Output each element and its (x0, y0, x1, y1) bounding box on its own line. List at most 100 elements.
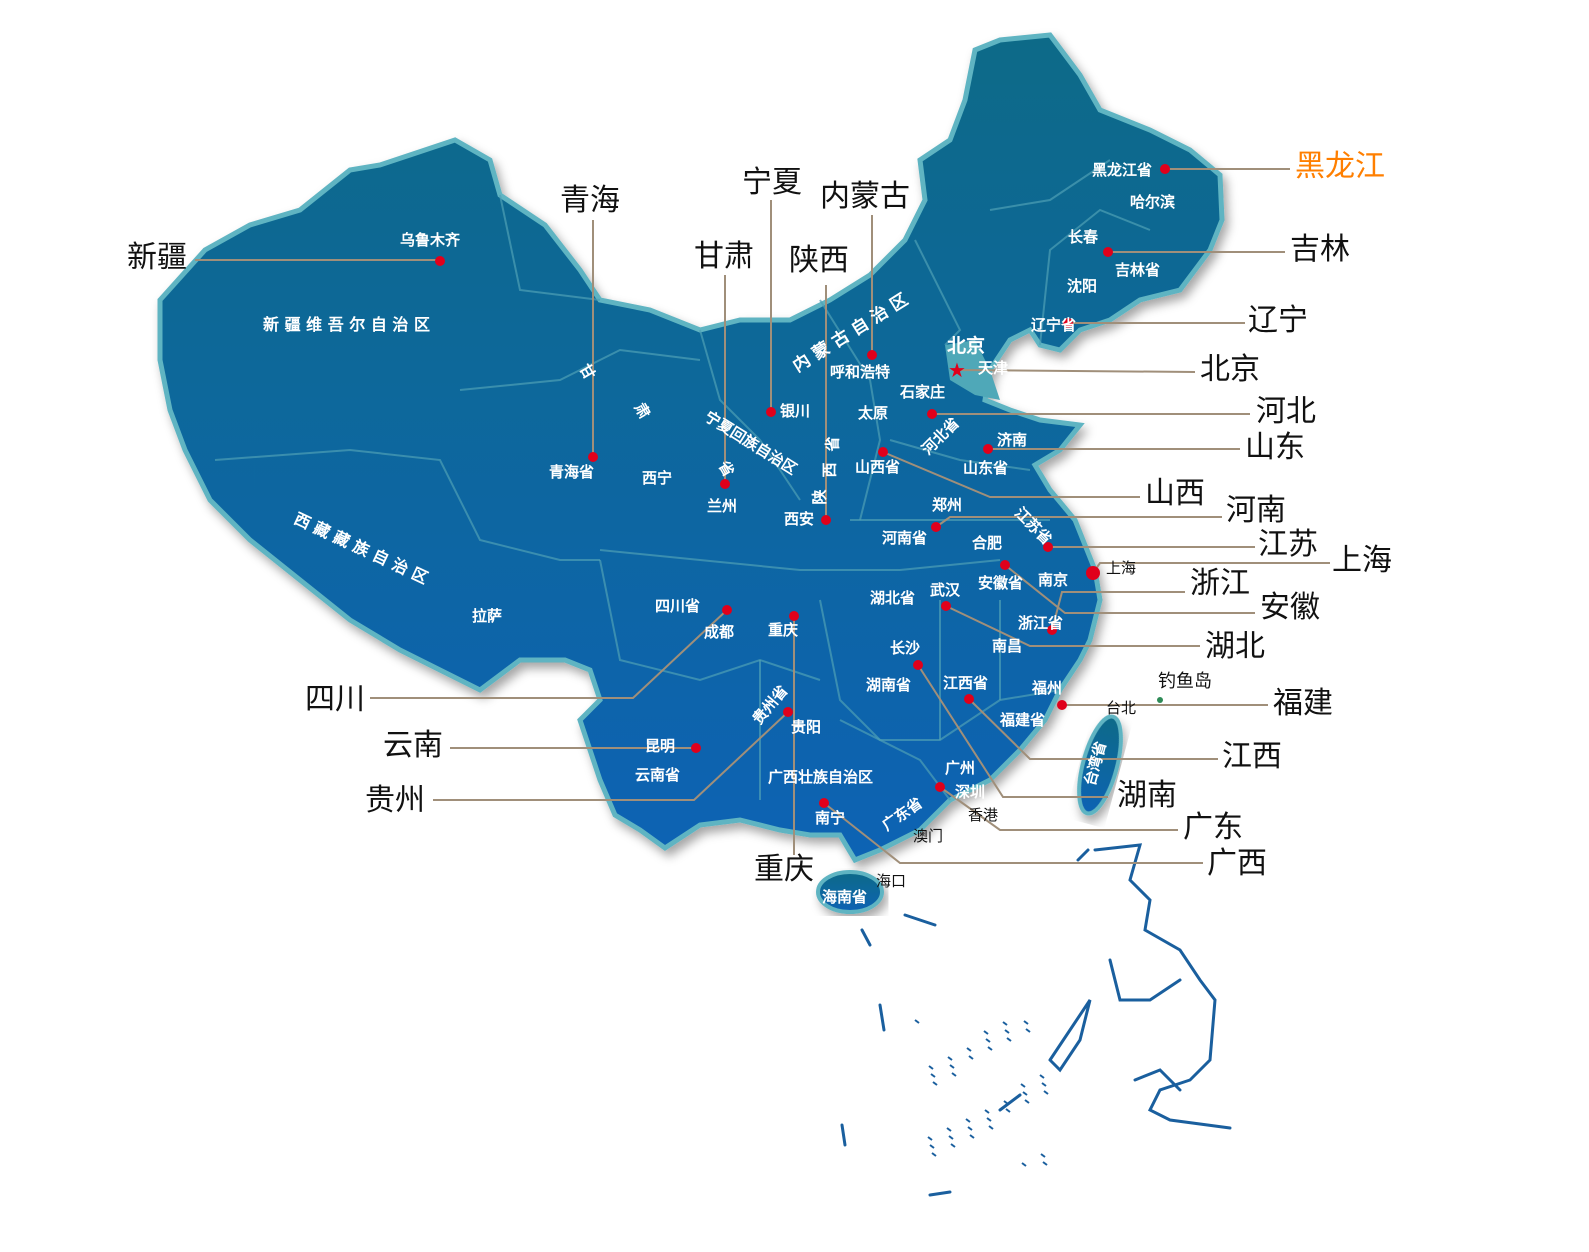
taiwan-island (1077, 714, 1123, 816)
map-place-label: 香港 (968, 806, 999, 824)
capital-marker (935, 782, 945, 792)
reef-mark (1006, 1037, 1012, 1042)
reef-mark (983, 1030, 989, 1035)
map-place-label: 湖南省 (866, 676, 912, 694)
capital-marker (691, 743, 701, 753)
province-border (889, 439, 1031, 471)
capital-marker (1103, 247, 1113, 257)
map-place-label: 重庆 (768, 621, 799, 639)
reef-mark (1041, 1082, 1047, 1087)
leader-line (945, 605, 1200, 647)
map-place-label: 省 (823, 436, 842, 452)
map-place-label: 合肥 (972, 534, 1003, 552)
capital-marker (720, 479, 730, 489)
island-outline (928, 1190, 952, 1197)
reef-mark (931, 1152, 937, 1157)
province-border (459, 348, 701, 391)
map-place-label: 天津 (978, 359, 1009, 377)
map-place-label: 湖北省 (870, 589, 916, 607)
reef-mark (986, 1117, 992, 1122)
capital-marker (927, 409, 937, 419)
leader-lines (195, 168, 1330, 864)
leader-line (823, 802, 1203, 864)
reef-mark (928, 1065, 934, 1070)
capital-marker (789, 611, 799, 621)
capital-marker (1047, 625, 1057, 635)
callout-label: 四川 (305, 682, 365, 717)
island-outline (1048, 999, 1092, 1073)
china-landmass (157, 32, 1225, 914)
map-place-label: 安徽省 (978, 574, 1024, 592)
callout-label: 浙江 (1190, 566, 1250, 601)
leader-line (1004, 564, 1255, 614)
map-place-label: 南京 (1038, 571, 1069, 589)
province-border (914, 239, 962, 346)
island-outline (1108, 958, 1182, 1002)
province-border (699, 329, 801, 501)
map-place-label: 福州 (1032, 679, 1063, 697)
capital-marker (1160, 164, 1170, 174)
map-place-label: 台北 (1106, 699, 1137, 717)
capital-marker (1063, 318, 1073, 328)
province-border (499, 194, 601, 301)
map-place-label: 哈尔滨 (1130, 193, 1176, 211)
reef-mark (985, 1038, 991, 1043)
map-place-label: 兰州 (707, 497, 738, 515)
reef-mark (1043, 1090, 1049, 1095)
callout-label: 上海 (1332, 543, 1392, 578)
leader-line (935, 516, 1222, 528)
reef-mark (966, 1047, 972, 1052)
callout-label: 陕西 (789, 243, 849, 278)
map-place-label: 南宁 (815, 809, 846, 827)
reef-mark (947, 1056, 953, 1061)
map-place-label: 西宁 (642, 469, 673, 487)
reef-mark (951, 1072, 957, 1077)
reef-mark (969, 1134, 975, 1139)
leader-line (957, 369, 1196, 373)
map-place-label: 昆明 (645, 737, 676, 755)
map-place-label: 石家庄 (900, 383, 946, 401)
callout-label: 江苏 (1258, 527, 1318, 562)
map-place-label: 青海省 (549, 463, 595, 481)
map-place-label: 太原 (858, 404, 889, 422)
province-border (214, 448, 600, 561)
callout-label: 湖南 (1117, 778, 1177, 813)
map-place-label: 钓鱼岛 (1158, 671, 1212, 692)
callout-label: 甘肃 (694, 239, 754, 274)
province-border (1039, 208, 1151, 346)
capital-marker (964, 694, 974, 704)
province-border (989, 159, 1111, 211)
capital-marker (588, 452, 598, 462)
reef-mark (929, 1144, 935, 1149)
map-place-label: 成都 (704, 623, 735, 641)
capital-marker (983, 444, 993, 454)
reef-mark (950, 1143, 956, 1148)
callout-label: 黑龙江 (1295, 149, 1385, 184)
reef-mark (930, 1073, 936, 1078)
map-place-label: 深圳 (955, 783, 986, 801)
callout-label: 山西 (1145, 476, 1205, 511)
reef-mark (1040, 1153, 1046, 1158)
callout-label: 吉林 (1290, 232, 1350, 267)
reef-mark (984, 1109, 990, 1114)
capital-marker (722, 605, 732, 615)
island-outline (998, 1093, 1022, 1112)
map-place-label: 江西省 (943, 674, 989, 692)
callout-label: 安徽 (1260, 590, 1320, 625)
callout-label: 广东 (1183, 810, 1243, 845)
reef-mark (967, 1126, 973, 1131)
map-place-label: 郑州 (932, 496, 963, 514)
province-borders (214, 159, 1151, 801)
map-place-label: 广西壮族自治区 (768, 768, 874, 786)
map-place-label: 黑龙江省 (1092, 161, 1153, 179)
map-place-label: 澳门 (913, 827, 944, 845)
map-place-label: 北京 (947, 335, 986, 357)
province-border (819, 299, 882, 521)
map-place-label: 山东省 (963, 459, 1009, 477)
map-place-label: 南昌 (992, 637, 1023, 655)
map-place-label: 乌鲁木齐 (400, 231, 461, 249)
callout-label: 河北 (1256, 394, 1316, 429)
island-outline (878, 1003, 886, 1032)
reef-mark (965, 1118, 971, 1123)
capital-marker (1000, 560, 1010, 570)
